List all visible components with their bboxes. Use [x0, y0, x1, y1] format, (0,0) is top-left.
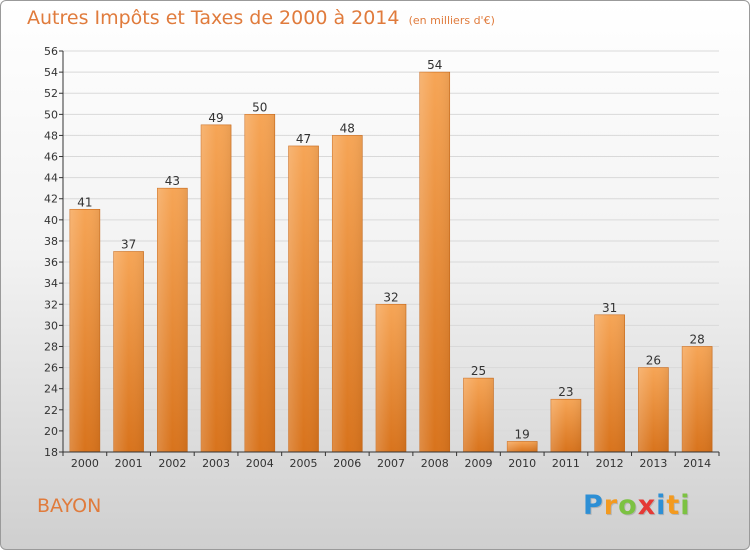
- y-tick-label: 56: [44, 45, 58, 58]
- x-tick-label: 2001: [115, 457, 143, 470]
- data-label: 41: [77, 195, 92, 209]
- y-tick-label: 46: [44, 151, 58, 164]
- bar-highlight: [201, 124, 232, 453]
- chart-title: Autres Impôts et Taxes de 2000 à 2014 (e…: [27, 7, 495, 29]
- x-tick-label: 2000: [71, 457, 99, 470]
- y-tick-label: 24: [44, 383, 58, 396]
- logo-letter: o: [618, 490, 638, 521]
- x-tick-label: 2007: [377, 457, 405, 470]
- data-label: 37: [121, 238, 136, 252]
- bar-highlight: [682, 346, 713, 452]
- data-label: 31: [602, 301, 617, 315]
- bar-highlight: [244, 114, 275, 452]
- bar-highlight: [594, 314, 625, 452]
- y-tick-label: 30: [44, 319, 58, 332]
- bar-highlight: [638, 367, 669, 452]
- logo-letter: P: [583, 490, 604, 521]
- logo-letter: t: [666, 490, 681, 521]
- y-tick-label: 32: [44, 298, 58, 311]
- y-tick-label: 22: [44, 404, 58, 417]
- data-label: 54: [427, 58, 442, 72]
- data-label: 48: [340, 121, 355, 135]
- y-tick-label: 44: [44, 172, 58, 185]
- x-tick-label: 2011: [552, 457, 580, 470]
- x-tick-label: 2008: [421, 457, 449, 470]
- proxiti-logo: Proxiti: [583, 490, 691, 521]
- bar-highlight: [376, 304, 406, 452]
- x-tick-label: 2002: [158, 457, 186, 470]
- bar-highlight: [550, 399, 581, 452]
- x-tick-label: 2012: [596, 457, 624, 470]
- logo-letter: i: [680, 490, 691, 521]
- data-label: 28: [689, 332, 704, 346]
- bar-highlight: [157, 188, 188, 452]
- bar-highlight: [507, 441, 538, 452]
- y-tick-label: 26: [44, 362, 58, 375]
- data-label: 23: [558, 385, 573, 399]
- bars: [69, 71, 713, 453]
- logo-letter: r: [603, 490, 619, 521]
- logo-letter: x: [637, 490, 657, 521]
- data-label: 26: [646, 354, 661, 368]
- data-label: 32: [383, 290, 398, 304]
- x-tick-label: 2006: [333, 457, 361, 470]
- data-label: 19: [515, 427, 530, 441]
- data-label: 43: [165, 174, 180, 188]
- chart-unit-label: (en milliers d'€): [408, 14, 495, 27]
- data-labels: 41 37 43 49 50 47 48 32 54 25 19 23 31 26 28: [77, 58, 705, 441]
- y-tick-label: 28: [44, 340, 58, 353]
- y-tick-label: 52: [44, 87, 58, 100]
- y-tick-label: 36: [44, 256, 58, 269]
- y-tick-labels: 18 20 22 24 26 28 30 32 34 36 38 40 42 44 46 48 50 52 54 56: [44, 45, 58, 459]
- data-label: 25: [471, 364, 486, 378]
- y-tick-label: 34: [44, 277, 58, 290]
- bar-highlight: [113, 251, 144, 452]
- bar-highlight: [463, 378, 494, 452]
- x-tick-label: 2014: [683, 457, 711, 470]
- x-tick-label: 2003: [202, 457, 230, 470]
- data-label: 47: [296, 132, 311, 146]
- y-tick-label: 54: [44, 66, 58, 79]
- y-tick-label: 18: [44, 446, 58, 459]
- logo-letter: i: [656, 490, 667, 521]
- y-tick-label: 48: [44, 129, 58, 142]
- x-tick-label: 2004: [246, 457, 274, 470]
- x-tick-labels: 2000 2001 2002 2003 2004 2005 2006 2007 2008 2009…: [71, 457, 711, 470]
- axes: [59, 50, 720, 456]
- bar-highlight: [288, 145, 319, 452]
- bar-highlight: [419, 72, 450, 453]
- bar-highlight: [332, 135, 363, 452]
- data-label: 50: [252, 100, 267, 114]
- x-tick-label: 2005: [290, 457, 318, 470]
- chart-title-main: Autres Impôts et Taxes de 2000 à 2014: [27, 7, 400, 29]
- y-tick-label: 20: [44, 425, 58, 438]
- x-tick-label: 2009: [464, 457, 492, 470]
- x-tick-label: 2010: [508, 457, 536, 470]
- y-tick-label: 40: [44, 214, 58, 227]
- y-tick-label: 50: [44, 108, 58, 121]
- y-tick-label: 42: [44, 193, 58, 206]
- x-tick-label: 2013: [639, 457, 667, 470]
- y-tick-label: 38: [44, 235, 58, 248]
- data-label: 49: [208, 111, 223, 125]
- commune-name: BAYON: [37, 495, 102, 517]
- bar-highlight: [69, 209, 100, 452]
